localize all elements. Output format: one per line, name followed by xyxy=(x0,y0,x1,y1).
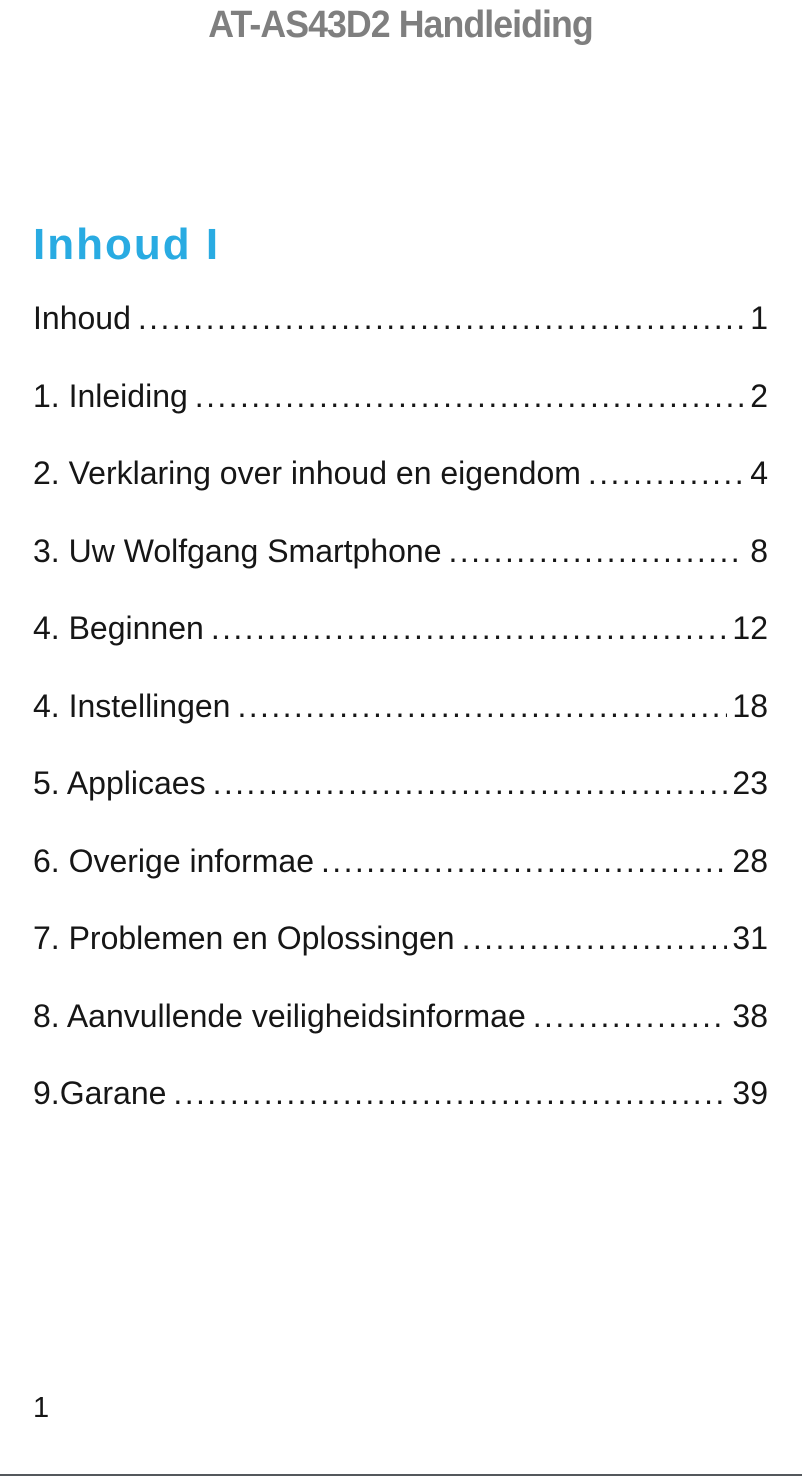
toc-dot-leader xyxy=(213,765,728,802)
toc-entry-label[interactable]: 4. Instellingen xyxy=(33,687,231,724)
toc-list: Inhoud 1 1. Inleiding 2 2. Verklaring ov… xyxy=(33,280,768,1133)
toc-entry-page[interactable]: 18 xyxy=(732,687,768,724)
toc-entry-label[interactable]: 2. Verklaring over inhoud en eigendom xyxy=(33,455,581,491)
toc-entry-label[interactable]: 1. Inleiding xyxy=(33,377,188,414)
toc-dot-leader xyxy=(449,533,746,570)
toc-entry[interactable]: 3. Uw Wolfgang Smartphone 8 xyxy=(33,513,768,591)
toc-entry-label[interactable]: 5. Applicaes xyxy=(33,765,206,801)
toc-entry-label[interactable]: Inhoud xyxy=(33,300,131,336)
toc-dot-leader xyxy=(237,688,727,725)
toc-entry-label[interactable]: 8. Aanvullende veiligheidsinformae xyxy=(33,997,526,1034)
page-header: AT-AS43D2 Handleiding xyxy=(0,4,802,47)
toc-entry-label[interactable]: 3. Uw Wolfgang Smartphone xyxy=(33,532,442,569)
toc-entry[interactable]: 2. Verklaring over inhoud en eigendom 4 xyxy=(33,435,768,513)
toc-entry-label[interactable]: 7. Problemen en Oplossingen xyxy=(33,920,455,956)
toc-entry[interactable]: 4. Beginnen 12 xyxy=(33,590,768,668)
toc-heading: Inhoud I xyxy=(33,220,221,269)
toc-entry-page[interactable]: 8 xyxy=(750,532,768,569)
toc-dot-leader xyxy=(588,455,745,492)
toc-dot-leader xyxy=(533,998,728,1035)
toc-entry-page[interactable]: 31 xyxy=(732,920,768,956)
toc-dot-leader xyxy=(211,610,728,647)
toc-entry-page[interactable]: 23 xyxy=(732,765,768,801)
toc-entry-label[interactable]: 6. Overige informae xyxy=(33,842,315,879)
toc-entry-page[interactable]: 28 xyxy=(732,842,768,879)
toc-entry[interactable]: 6. Overige informae 28 xyxy=(33,823,768,901)
toc-entry[interactable]: 1. Inleiding 2 xyxy=(33,358,768,436)
toc-dot-leader xyxy=(138,300,745,337)
footer-rule xyxy=(0,1474,802,1476)
toc-dot-leader xyxy=(462,920,728,957)
footer-page-number: 1 xyxy=(33,1392,50,1424)
toc-dot-leader xyxy=(321,843,727,880)
toc-entry-page[interactable]: 1 xyxy=(750,300,768,336)
toc-entry[interactable]: 9.Garane 39 xyxy=(33,1055,768,1133)
toc-entry[interactable]: Inhoud 1 xyxy=(33,280,768,358)
toc-entry-label[interactable]: 9.Garane xyxy=(33,1075,167,1111)
toc-entry-page[interactable]: 4 xyxy=(750,455,768,491)
toc-entry-page[interactable]: 2 xyxy=(750,377,768,414)
toc-entry[interactable]: 4. Instellingen 18 xyxy=(33,668,768,746)
toc-dot-leader xyxy=(195,378,745,415)
toc-entry[interactable]: 7. Problemen en Oplossingen 31 xyxy=(33,900,768,978)
toc-entry-label[interactable]: 4. Beginnen xyxy=(33,610,204,646)
toc-entry[interactable]: 8. Aanvullende veiligheidsinformae 38 xyxy=(33,978,768,1056)
toc-entry-page[interactable]: 39 xyxy=(732,1075,768,1111)
toc-entry[interactable]: 5. Applicaes 23 xyxy=(33,745,768,823)
toc-entry-page[interactable]: 38 xyxy=(732,997,768,1034)
toc-dot-leader xyxy=(173,1075,727,1112)
toc-entry-page[interactable]: 12 xyxy=(732,610,768,646)
document-title: AT-AS43D2 Handleiding xyxy=(208,4,594,46)
